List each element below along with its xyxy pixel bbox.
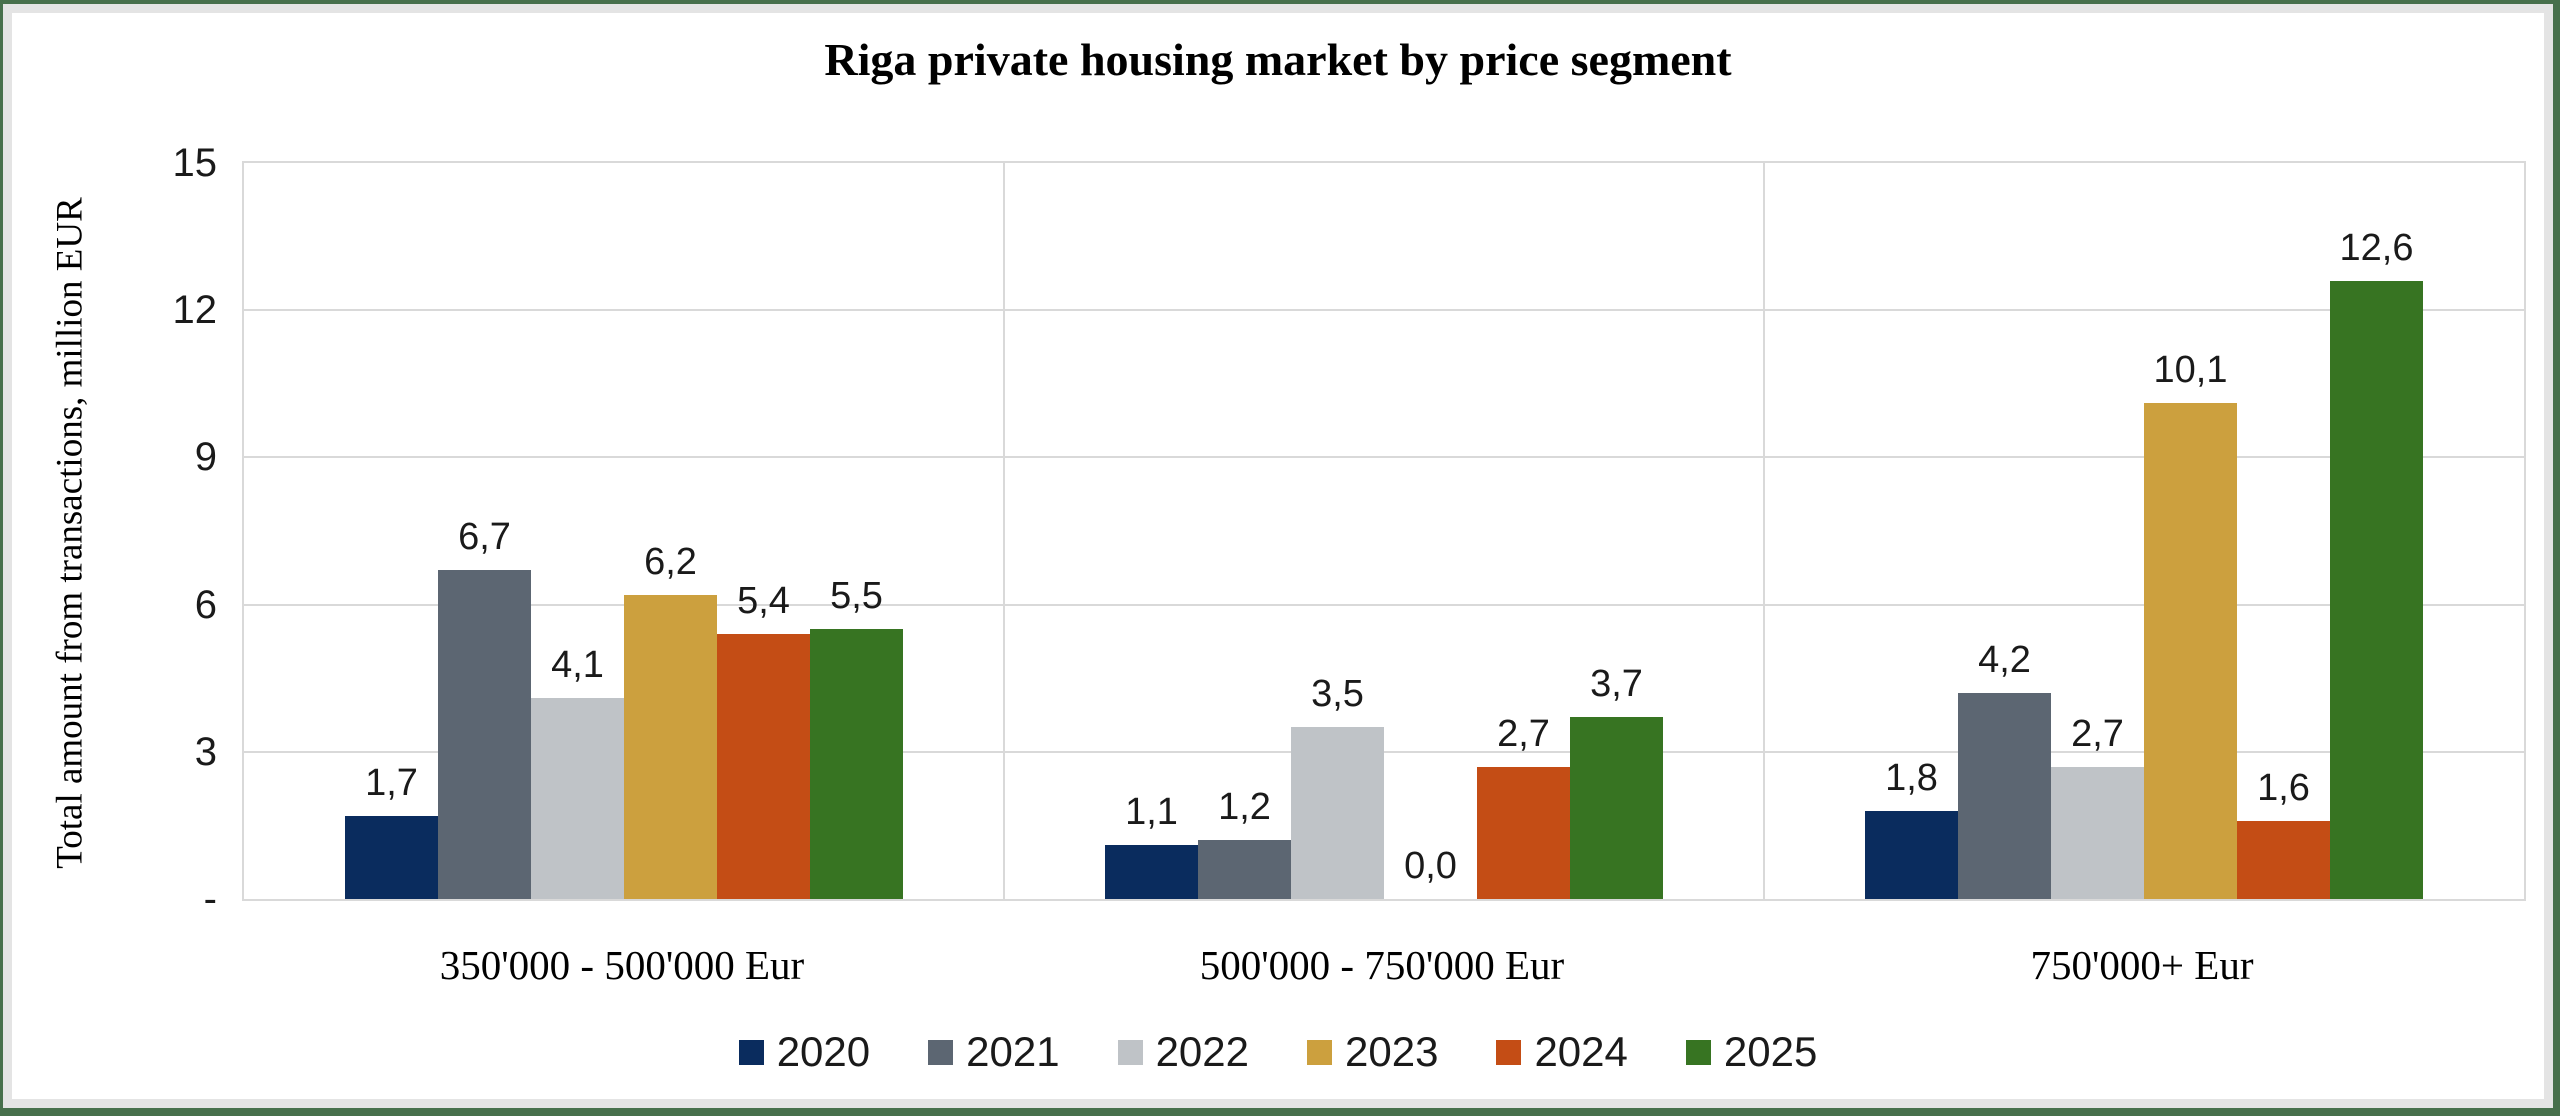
data-label-2023-category-1: 0,0 xyxy=(1404,845,1457,887)
legend-label-2022: 2022 xyxy=(1155,1028,1249,1075)
legend-swatch-2021 xyxy=(928,1039,954,1065)
bar-2021-category-2 xyxy=(1958,692,2051,899)
legend-swatch-2020 xyxy=(738,1039,764,1065)
legend-entry-2021: 2021 xyxy=(928,1028,1060,1075)
data-label-2022-category-0: 4,1 xyxy=(551,643,604,686)
data-label-2022-category-2: 2,7 xyxy=(2071,712,2124,755)
legend: 2020 2021 2022 2023 2024 2025 xyxy=(12,1031,2544,1073)
bar-2022-category-0 xyxy=(531,697,624,899)
legend-label-2023: 2023 xyxy=(1345,1028,1439,1075)
y-tick-label-6: 6 xyxy=(194,582,217,627)
bar-2022-category-2 xyxy=(2051,766,2144,899)
data-label-2020-category-0: 1,7 xyxy=(365,761,418,804)
bar-group-1: 1,1 1,2 3,5 0,0 2,7 3,7 xyxy=(1004,163,1764,899)
bar-2022-category-1 xyxy=(1291,727,1384,899)
data-label-2021-category-0: 6,7 xyxy=(458,516,511,559)
bar-group-0: 1,7 6,7 4,1 6,2 5,4 5,5 xyxy=(244,163,1004,899)
category-divider xyxy=(1003,163,1005,899)
x-category-label-0: 350'000 - 500'000 Eur xyxy=(439,942,805,988)
y-tick-label-3: 3 xyxy=(194,729,217,774)
bar-2020-category-2 xyxy=(1865,810,1958,899)
bar-2024-category-2 xyxy=(2237,820,2330,899)
x-category-label-2: 750'000+ Eur xyxy=(2030,942,2254,988)
data-label-2024-category-2: 1,6 xyxy=(2257,766,2310,809)
legend-entry-2023: 2023 xyxy=(1307,1031,1438,1073)
data-label-2025-category-1: 3,7 xyxy=(1590,663,1643,706)
data-label-2022-category-1: 3,5 xyxy=(1311,673,1364,716)
gridline-y-6 xyxy=(244,603,2524,606)
bar-2024-category-1 xyxy=(1477,766,1570,899)
legend-entry-2020: 2020 xyxy=(738,1028,871,1075)
data-label-2023-category-0: 6,2 xyxy=(644,540,697,583)
legend-label-2024: 2024 xyxy=(1534,1028,1628,1075)
data-label-2020-category-2: 1,8 xyxy=(1885,756,1938,799)
bar-chart: Riga private housing market by price seg… xyxy=(12,13,2544,1099)
bar-2020-category-1 xyxy=(1105,845,1198,899)
bar-2023-category-2 xyxy=(2144,403,2237,899)
chart-title: Riga private housing market by price seg… xyxy=(824,34,1732,85)
data-label-2025-category-2: 12,6 xyxy=(2339,226,2414,269)
data-label-2024-category-1: 2,7 xyxy=(1497,712,1550,755)
y-tick-label-12: 12 xyxy=(172,288,218,333)
gridline-y-12 xyxy=(244,309,2524,312)
bar-2025-category-0 xyxy=(810,629,903,899)
bar-group-2: 1,8 4,2 2,7 10,1 1,6 12,6 xyxy=(1764,163,2524,899)
y-tick-label-9: 9 xyxy=(194,435,217,480)
legend-label-2025: 2025 xyxy=(1723,1028,1818,1075)
y-tick-label--: - xyxy=(203,877,217,921)
data-label-2024-category-0: 5,4 xyxy=(737,580,790,623)
bar-2023-category-0 xyxy=(624,594,717,899)
legend-swatch-2022 xyxy=(1117,1039,1143,1065)
data-label-2021-category-1: 1,2 xyxy=(1218,786,1271,829)
bar-2024-category-0 xyxy=(717,634,810,899)
data-label-2023-category-2: 10,1 xyxy=(2153,349,2228,392)
legend-label-2020: 2020 xyxy=(776,1028,871,1075)
chart-frame-inset: Riga private housing market by price seg… xyxy=(3,4,2553,1108)
y-tick-label-15: 15 xyxy=(172,141,218,185)
legend-entry-2025: 2025 xyxy=(1685,1028,1818,1075)
plot-area: 1,7 6,7 4,1 6,2 5,4 5,5 1,1 1,2 3,5 0,0 2,7 3,7 1,8 4… xyxy=(242,161,2526,901)
legend-label-2021: 2021 xyxy=(966,1028,1060,1075)
legend-swatch-2024 xyxy=(1496,1039,1522,1065)
data-label-2025-category-0: 5,5 xyxy=(830,575,883,618)
data-label-2020-category-1: 1,1 xyxy=(1125,791,1178,834)
legend-swatch-2023 xyxy=(1307,1039,1332,1065)
bar-2021-category-1 xyxy=(1198,840,1291,899)
bar-2025-category-2 xyxy=(2330,280,2423,899)
gridline-y-9 xyxy=(244,456,2524,459)
bar-2020-category-0 xyxy=(345,815,438,899)
legend-entry-2022: 2022 xyxy=(1117,1028,1249,1075)
category-divider xyxy=(1763,163,1765,899)
gridline-y-3 xyxy=(244,750,2524,753)
legend-entry-2024: 2024 xyxy=(1496,1028,1628,1075)
data-label-2021-category-2: 4,2 xyxy=(1978,638,2031,681)
bar-2025-category-1 xyxy=(1570,717,1663,899)
bar-2021-category-0 xyxy=(438,570,531,899)
legend-swatch-2025 xyxy=(1685,1039,1711,1065)
x-category-label-1: 500'000 - 750'000 Eur xyxy=(1199,942,1565,988)
